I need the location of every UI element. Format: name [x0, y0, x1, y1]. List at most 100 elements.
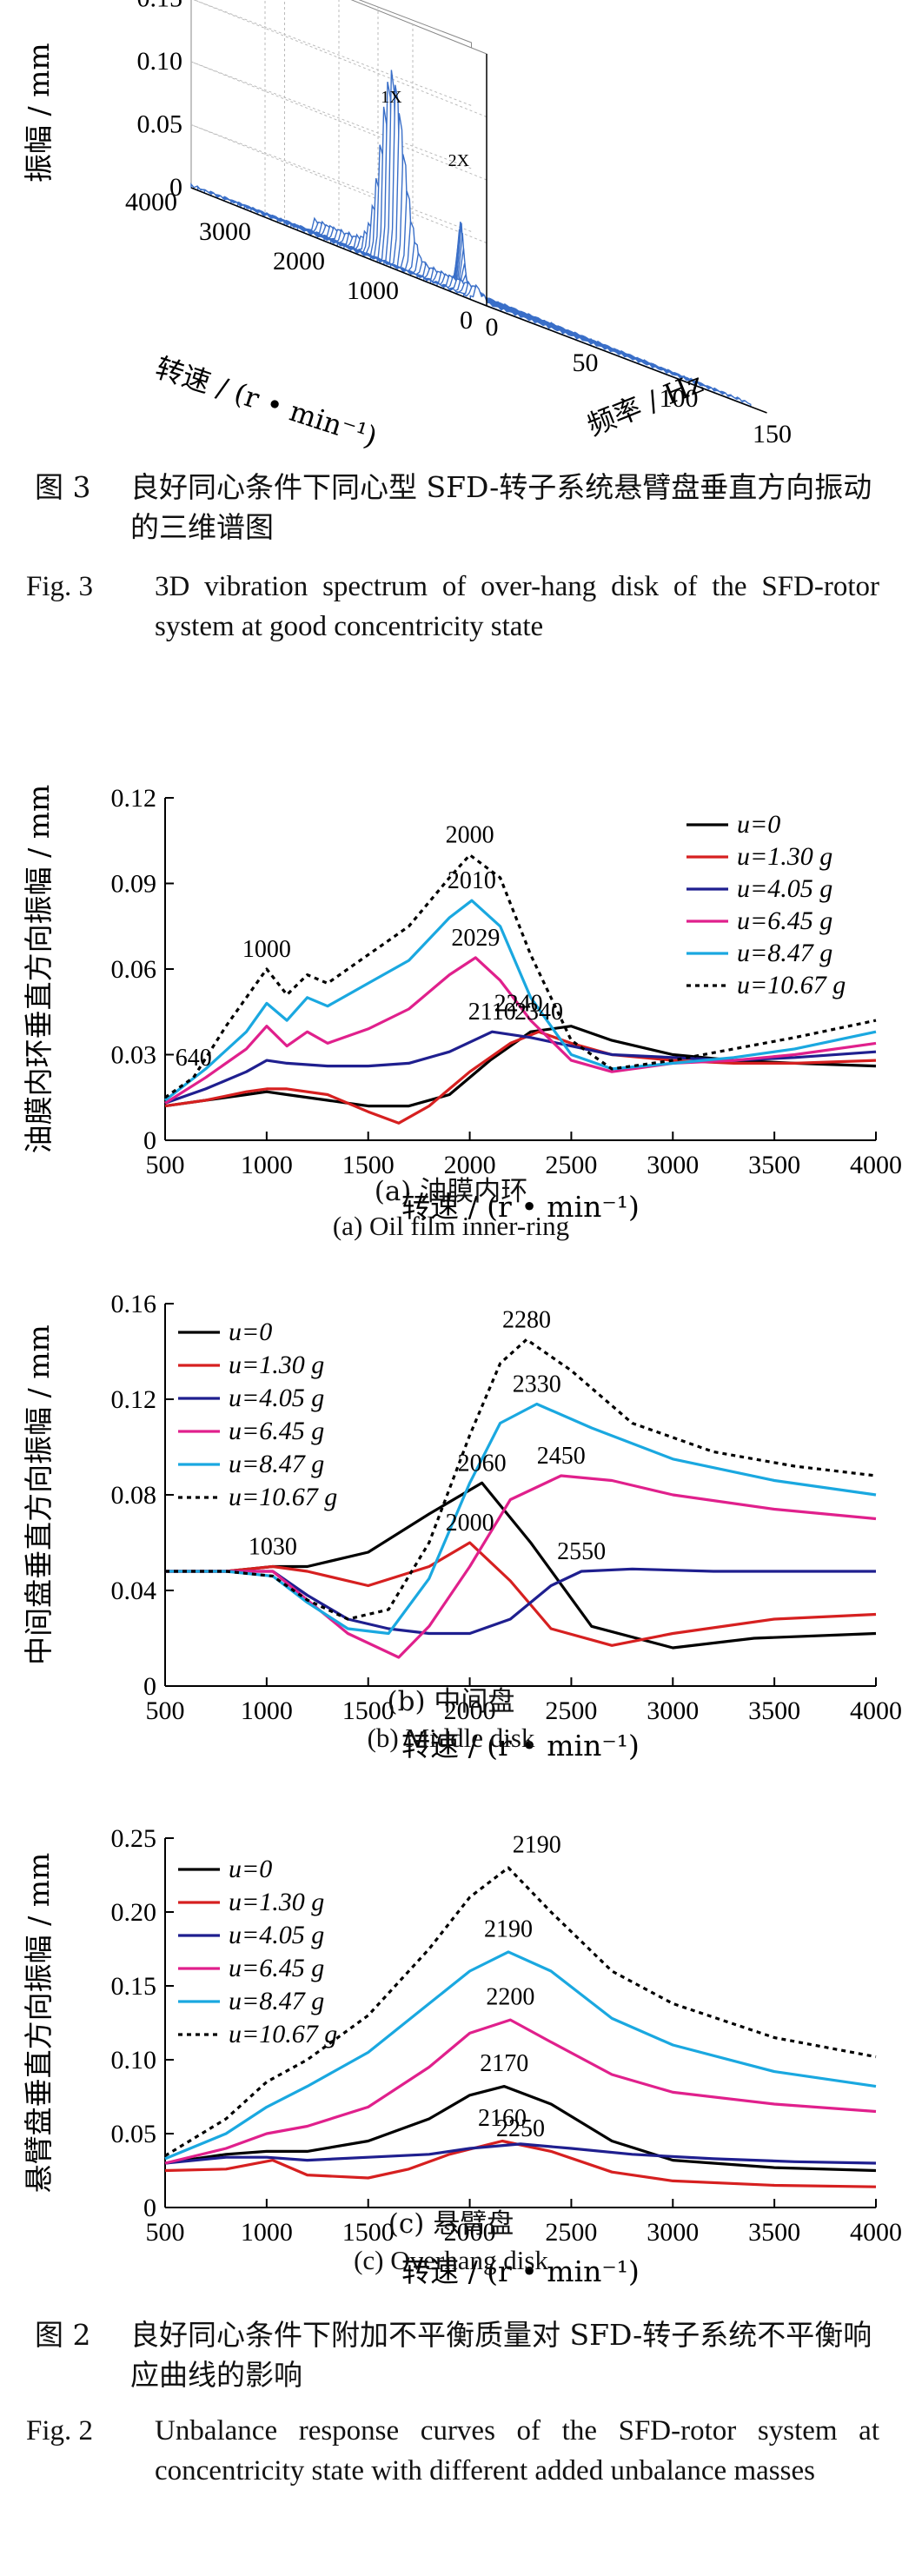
chart-c-y-tick-label: 0.25 [111, 1824, 157, 1853]
chart-a-peak-label: 1000 [242, 936, 291, 963]
chart-c-legend-label: u=0 [229, 1855, 272, 1883]
chart-b-y-tick-label: 0.12 [111, 1385, 157, 1414]
fig3-x-tick-label: 150 [753, 420, 792, 448]
chart-b-x-tick-label: 2000 [444, 1696, 496, 1725]
chart-c-legend-label: u=6.45 g [229, 1954, 324, 1982]
chart-a-peak-label: 2240 [494, 990, 543, 1017]
fig3-peak-label-1x: 1X [381, 88, 402, 107]
chart-b-x-tick-label: 1000 [241, 1696, 293, 1725]
chart-c-x-tick-label: 4000 [850, 2218, 902, 2247]
fig3-x-tick-label: 50 [573, 349, 599, 377]
chart-c-peak-label: 2190 [484, 1916, 533, 1943]
chart-a-series-line-2 [164, 1030, 877, 1105]
chart-c-legend-label: u=10.67 g [229, 2020, 337, 2048]
chart-c-series-line-2 [164, 2142, 877, 2165]
chart-a-x-tick-label: 1000 [241, 1151, 293, 1179]
fig2-caption-cn: 良好同心条件下附加不平衡质量对 SFD-转子系统不平衡响应曲线的影响 [130, 2318, 872, 2392]
chart-a-series-line-4 [164, 899, 877, 1102]
chart-b-x-axis-label: 转速 / (r • min⁻¹) [401, 1729, 640, 1763]
chart-b-y-tick-label: 0.04 [111, 1577, 157, 1605]
chart-c-x-tick-label: 3000 [647, 2218, 699, 2247]
chart-c-peak-label: 2250 [496, 2115, 545, 2142]
chart-a-legend-label: u=6.45 g [737, 906, 832, 935]
chart-b-y-axis-label: 中间盘垂直方向振幅 / mm [22, 1325, 56, 1665]
chart-b-y-tick-label: 0.16 [111, 1290, 157, 1318]
chart-c-peak-label: 2160 [478, 2105, 527, 2132]
chart-a-x-tick-label: 500 [146, 1151, 185, 1179]
fig3-y-tick-label: 4000 [125, 188, 177, 216]
chart-c-x-axis-label: 转速 / (r • min⁻¹) [401, 2254, 640, 2288]
fig3-z-tick-label: 0.05 [137, 110, 183, 139]
chart-a-legend-label: u=10.67 g [737, 971, 846, 999]
fig3-caption-en: 3D vibration spectrum of over-hang disk … [155, 571, 879, 642]
fig3-spectrum-slice [469, 283, 752, 408]
chart-a-peak-label: 2029 [451, 925, 500, 952]
chart-c-y-tick-label: 0.10 [111, 2046, 157, 2075]
chart-a-legend-label: u=0 [737, 810, 780, 839]
chart-a-y-tick-label: 0.12 [111, 784, 157, 813]
chart-b-series-line-1 [165, 1541, 877, 1647]
chart-a-legend-label: u=4.05 g [737, 874, 832, 903]
chart-c-series-line-5 [164, 1866, 877, 2157]
chart-b-legend-label: u=8.47 g [229, 1450, 324, 1478]
chart-a-peak-label: 2000 [446, 822, 494, 849]
chart-c-subtitle-cn: (c) 悬臂盘 [388, 2208, 514, 2240]
fig3-caption-en-number: Fig. 3 [26, 571, 94, 602]
fig2-caption-en: Unbalance response curves of the SFD-rot… [155, 2415, 879, 2486]
chart-c-series-line-0 [164, 2085, 877, 2173]
chart-a-x-tick-label: 4000 [850, 1151, 902, 1179]
chart-c-x-tick-label: 2000 [444, 2218, 496, 2247]
fig3-z-tick-label: 0.15 [137, 0, 183, 13]
chart-b-peak-label: 2330 [513, 1371, 561, 1398]
chart-c-x-tick-label: 1000 [241, 2218, 293, 2247]
chart-b-y-tick-label: 0 [143, 1672, 156, 1701]
chart-a-y-tick-label: 0 [143, 1126, 156, 1155]
chart-b-legend-label: u=4.05 g [229, 1384, 324, 1412]
chart-c-peak-label: 2170 [480, 2050, 528, 2077]
chart-c-y-tick-label: 0 [143, 2194, 156, 2222]
chart-b-legend-label: u=6.45 g [229, 1417, 324, 1445]
chart-b-legend-label: u=10.67 g [229, 1483, 337, 1511]
chart-c-y-tick-label: 0.15 [111, 1972, 157, 2001]
chart-b-series-line-5 [165, 1338, 877, 1621]
chart-b-y-tick-label: 0.08 [111, 1481, 157, 1510]
chart-c-y-tick-label: 0.05 [111, 2120, 157, 2148]
chart-a-x-tick-label: 1500 [342, 1151, 395, 1179]
chart-c-legend-label: u=4.05 g [229, 1921, 324, 1949]
chart-a-peak-label: 640 [176, 1045, 212, 1072]
chart-b-series-line-3 [165, 1474, 877, 1659]
chart-c-peak-label: 2200 [486, 1984, 534, 2011]
chart-b-x-tick-label: 2500 [545, 1696, 597, 1725]
chart-a-x-tick-label: 2000 [444, 1151, 496, 1179]
chart-a-legend-label: u=1.30 g [737, 842, 832, 871]
fig3-z-axis-label: 振幅 / mm [22, 43, 56, 183]
chart-a-y-tick-label: 0.06 [111, 955, 157, 984]
chart-c-series-line-1 [164, 2139, 877, 2188]
fig3-y-tick-label: 1000 [347, 276, 399, 305]
chart-b-series-line-2 [165, 1567, 876, 1636]
chart-a-y-tick-label: 0.03 [111, 1041, 157, 1070]
chart-c-legend-label: u=8.47 g [229, 1987, 324, 2015]
chart-a-y-axis-label: 油膜内环垂直方向振幅 / mm [22, 785, 56, 1154]
chart-c-x-tick-label: 2500 [545, 2218, 597, 2247]
chart-b-legend-label: u=1.30 g [229, 1351, 324, 1379]
chart-b-subtitle-en: (b) Middle disk [367, 1723, 535, 1753]
chart-b-peak-label: 2280 [502, 1306, 551, 1333]
chart-a-svg: 500 1000 1500 2000 2500 3000 3500 4000 0 0.03 0.06… [22, 784, 902, 1224]
fig2-caption-cn-number: 图 2 [35, 2318, 91, 2352]
chart-c-peak-label: 2190 [513, 1832, 561, 1859]
chart-a-x-axis-label: 转速 / (r • min⁻¹) [401, 1190, 640, 1224]
chart-a-y-tick-label: 0.09 [111, 870, 157, 899]
chart-a-subtitle-cn: (a) 油膜内环 [374, 1176, 528, 1207]
fig3-y-tick-label: 3000 [199, 217, 251, 246]
chart-c-x-tick-label: 3500 [748, 2218, 800, 2247]
chart-a-x-tick-label: 3500 [748, 1151, 800, 1179]
chart-a-peak-label: 2110 [468, 999, 516, 1026]
chart-a-peak-label: 2010 [448, 867, 496, 894]
chart-a-series-line-5 [164, 853, 877, 1099]
fig3-caption-cn-number: 图 3 [35, 470, 91, 504]
chart-c-series-line-3 [164, 2018, 877, 2165]
chart-c-svg: 500 1000 1500 2000 2500 3000 3500 4000 0 0.05 0.10… [22, 1824, 902, 2288]
chart-b-x-tick-label: 1500 [342, 1696, 395, 1725]
fig3-z-tick-label: 0.10 [137, 47, 183, 76]
